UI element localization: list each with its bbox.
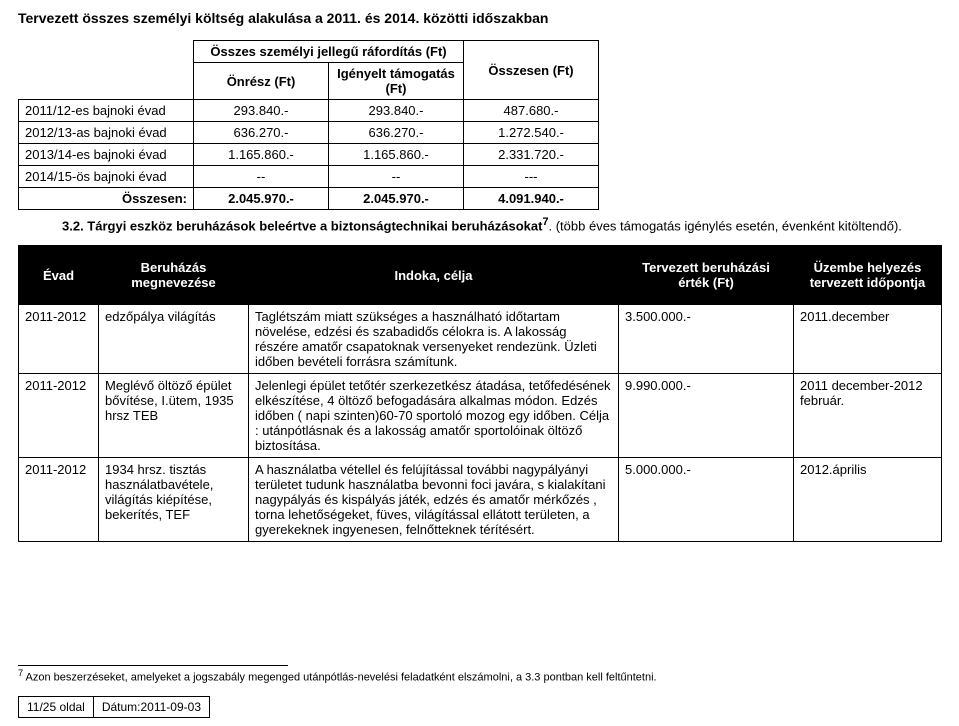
cell: 2011 december-2012 február. bbox=[794, 374, 942, 458]
section-note-bold: 3.2. Tárgyi eszköz beruházások beleértve… bbox=[62, 218, 542, 233]
cell: 636.270.- bbox=[329, 122, 464, 144]
cell: -- bbox=[329, 166, 464, 188]
cell: 4.091.940.- bbox=[464, 188, 599, 210]
cell: 9.990.000.- bbox=[619, 374, 794, 458]
col-header: Igényelt támogatás (Ft) bbox=[329, 63, 464, 100]
investment-table: Évad Beruházás megnevezése Indoka, célja… bbox=[18, 245, 942, 542]
row-label: 2014/15-ös bajnoki évad bbox=[19, 166, 194, 188]
cell: 2011-2012 bbox=[19, 305, 99, 374]
cell: 2012.április bbox=[794, 458, 942, 542]
cell: 5.000.000.- bbox=[619, 458, 794, 542]
cell: 487.680.- bbox=[464, 100, 599, 122]
footnote-text: Azon beszerzéseket, amelyeket a jogszabá… bbox=[23, 672, 657, 684]
row-label: 2012/13-as bajnoki évad bbox=[19, 122, 194, 144]
footer-page: 11/25 oldal bbox=[18, 696, 94, 718]
col-header: Összesen (Ft) bbox=[464, 41, 599, 100]
cell: edzőpálya világítás bbox=[99, 305, 249, 374]
table-row: 2013/14-es bajnoki évad 1.165.860.- 1.16… bbox=[19, 144, 599, 166]
cost-table: Összes személyi jellegű ráfordítás (Ft) … bbox=[18, 40, 599, 210]
cell: 3.500.000.- bbox=[619, 305, 794, 374]
table-header-row: Évad Beruházás megnevezése Indoka, célja… bbox=[19, 246, 942, 305]
cell: 2.045.970.- bbox=[329, 188, 464, 210]
table-row: 2011-2012 edzőpálya világítás Taglétszám… bbox=[19, 305, 942, 374]
cell: Taglétszám miatt szükséges a használható… bbox=[249, 305, 619, 374]
cell: A használatba vétellel és felújítással t… bbox=[249, 458, 619, 542]
row-label: 2011/12-es bajnoki évad bbox=[19, 100, 194, 122]
cell: --- bbox=[464, 166, 599, 188]
group-header: Összes személyi jellegű ráfordítás (Ft) bbox=[194, 41, 464, 63]
row-label: 2013/14-es bajnoki évad bbox=[19, 144, 194, 166]
cell: 2011-2012 bbox=[19, 458, 99, 542]
col-header: Üzembe helyezés tervezett időpontja bbox=[794, 246, 942, 305]
table-row: 2011/12-es bajnoki évad 293.840.- 293.84… bbox=[19, 100, 599, 122]
col-header: Indoka, célja bbox=[249, 246, 619, 305]
section-note-rest: . (több éves támogatás igénylés esetén, … bbox=[549, 218, 902, 233]
cell: -- bbox=[194, 166, 329, 188]
footnote: 7 Azon beszerzéseket, amelyeket a jogsza… bbox=[18, 665, 288, 684]
cell: 1.165.860.- bbox=[329, 144, 464, 166]
cell: 2011-2012 bbox=[19, 374, 99, 458]
page-title: Tervezett összes személyi költség alakul… bbox=[18, 10, 941, 26]
footer: 11/25 oldal Dátum:2011-09-03 bbox=[18, 696, 210, 718]
table-row: 2011-2012 1934 hrsz. tisztás használatba… bbox=[19, 458, 942, 542]
cell: 1934 hrsz. tisztás használatbavétele, vi… bbox=[99, 458, 249, 542]
cell: 293.840.- bbox=[194, 100, 329, 122]
cell: 2.331.720.- bbox=[464, 144, 599, 166]
cell: Meglévő öltöző épület bővítése, I.ütem, … bbox=[99, 374, 249, 458]
table-row-total: Összesen: 2.045.970.- 2.045.970.- 4.091.… bbox=[19, 188, 599, 210]
table-row: Összes személyi jellegű ráfordítás (Ft) … bbox=[19, 41, 599, 63]
total-label: Összesen: bbox=[19, 188, 194, 210]
col-header: Évad bbox=[19, 246, 99, 305]
cell: 2011.december bbox=[794, 305, 942, 374]
col-header: Tervezett beruházási érték (Ft) bbox=[619, 246, 794, 305]
footer-date: Dátum:2011-09-03 bbox=[94, 696, 210, 718]
cell: Jelenlegi épület tetőtér szerkezetkész á… bbox=[249, 374, 619, 458]
cell: 1.165.860.- bbox=[194, 144, 329, 166]
cell: 636.270.- bbox=[194, 122, 329, 144]
col-header: Beruházás megnevezése bbox=[99, 246, 249, 305]
table-row: 2014/15-ös bajnoki évad -- -- --- bbox=[19, 166, 599, 188]
cell: 293.840.- bbox=[329, 100, 464, 122]
col-header: Önrész (Ft) bbox=[194, 63, 329, 100]
cell: 1.272.540.- bbox=[464, 122, 599, 144]
table-row: 2011-2012 Meglévő öltöző épület bővítése… bbox=[19, 374, 942, 458]
table-row: 2012/13-as bajnoki évad 636.270.- 636.27… bbox=[19, 122, 599, 144]
cell: 2.045.970.- bbox=[194, 188, 329, 210]
section-note: 3.2. Tárgyi eszköz beruházások beleértve… bbox=[62, 216, 941, 233]
